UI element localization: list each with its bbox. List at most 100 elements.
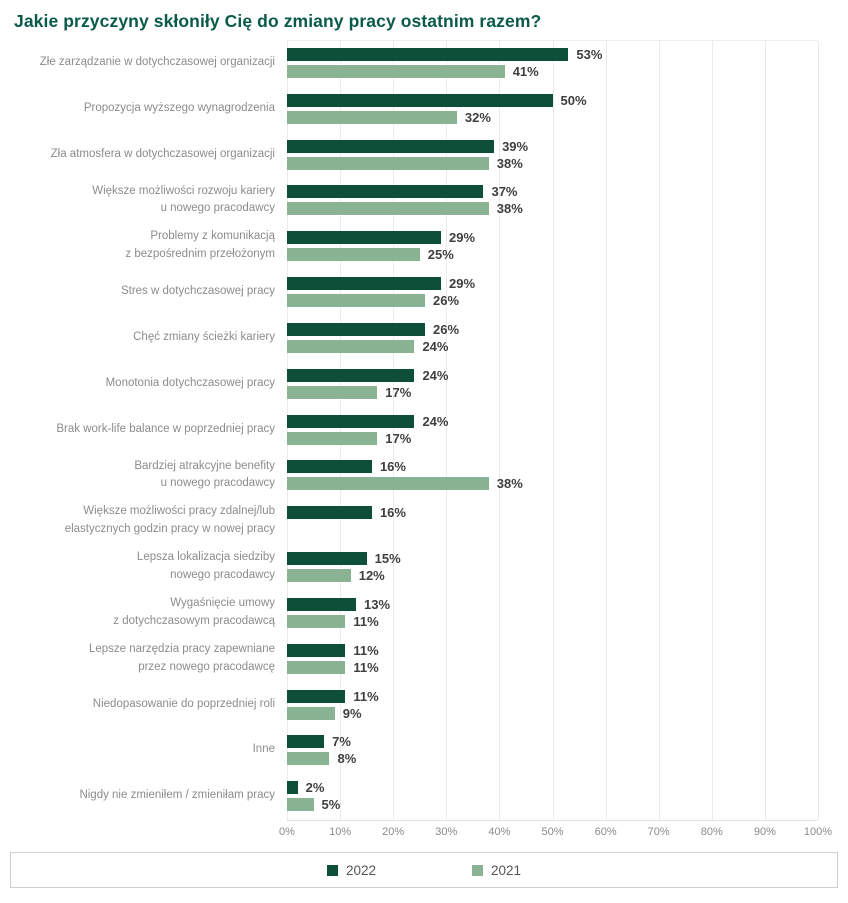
bar-2021 — [287, 294, 426, 308]
bar-2021 — [287, 339, 415, 353]
category-label: Chęć zmiany ścieżki kariery — [133, 330, 275, 343]
bar-line-2021: 25% — [287, 247, 818, 262]
chart-row: Większe możliwości rozwoju kariery u now… — [0, 177, 848, 223]
category-label: Propozycja wyższego wynagrodzenia — [83, 101, 275, 114]
value-label-2021: 5% — [321, 797, 341, 813]
x-tick-label: 70% — [647, 826, 670, 838]
bar-group: 15% 12% — [287, 551, 818, 584]
bar-line-2021: 11% — [287, 659, 818, 675]
gridline — [711, 41, 713, 820]
value-label-2022: 50% — [560, 92, 587, 108]
bar-line-2022: 11% — [287, 688, 818, 704]
chart-row: Lepsze narzędzia pracy zapewniane przez … — [0, 636, 848, 682]
value-label-2021: 38% — [496, 155, 523, 171]
category-label: Monotonia dotychczasowej pracy — [105, 376, 275, 389]
chart-row: Złe zarządzanie w dotychczasowej organiz… — [0, 40, 848, 86]
value-label-2021: 11% — [353, 613, 379, 629]
bar-2021 — [287, 385, 378, 399]
category-label: Bardziej atrakcyjne benefity u nowego pr… — [134, 459, 275, 490]
bar-line-2022: 2% — [287, 780, 818, 795]
bar-line-2022: 24% — [287, 368, 818, 383]
bar-line-2022: 24% — [287, 414, 818, 429]
value-label-2021: 11% — [353, 659, 379, 675]
bar-group: 29% 26% — [287, 276, 818, 308]
chart-rows: Złe zarządzanie w dotychczasowej organiz… — [0, 40, 848, 819]
value-label-2021: 38% — [496, 476, 523, 492]
chart-row: Większe możliwości pracy zdalnej/lub ela… — [0, 498, 848, 544]
category-label: Złe zarządzanie w dotychczasowej organiz… — [39, 56, 275, 68]
category-label: Problemy z komunikacją z bezpośrednim pr… — [125, 230, 275, 261]
chart-row: Inne 7% 8% — [0, 727, 848, 773]
value-label-2022: 16% — [379, 459, 406, 475]
category-label: Stres w dotychczasowej pracy — [120, 285, 275, 298]
chart-row: Problemy z komunikacją z bezpośrednim pr… — [0, 223, 848, 269]
bar-group: 24% 17% — [287, 368, 818, 400]
bar-group: 37% 38% — [287, 184, 818, 216]
category-label: Brak work-life balance w poprzedniej pra… — [56, 422, 275, 435]
bar-line-2022: 39% — [287, 139, 818, 154]
value-label-2022: 7% — [332, 734, 351, 750]
value-label-2021: 32% — [464, 109, 491, 125]
bar-line-2021: 26% — [287, 293, 818, 308]
bar-2021 — [287, 477, 489, 491]
gridline — [499, 41, 501, 820]
gridline — [818, 41, 819, 820]
chart-row: Niedopasowanie do poprzedniej roli 11% 9% — [0, 682, 848, 728]
bar-group: 29% 25% — [287, 230, 818, 262]
bar-line-2022: 15% — [287, 551, 818, 567]
bar-group: 11% 11% — [287, 643, 818, 675]
bar-line-2022: 7% — [287, 734, 818, 750]
legend-swatch-2022 — [326, 864, 338, 876]
bar-2021 — [287, 431, 378, 445]
bar-line-2021: 38% — [287, 155, 818, 171]
x-tick-label: 50% — [541, 826, 564, 838]
bar-2022 — [287, 689, 346, 703]
legend: 2022 2021 — [10, 852, 838, 888]
category-label: Inne — [252, 743, 275, 756]
x-tick-label: 30% — [435, 826, 458, 838]
bar-line-2021: 32% — [287, 109, 818, 125]
x-axis: 0% 10% 20% 30% 40% 50% 60% 70% 80% 90% 100% — [279, 819, 832, 843]
bar-2021 — [287, 64, 505, 78]
bar-2021 — [287, 248, 420, 262]
legend-swatch-2021 — [472, 864, 483, 876]
bar-2022 — [287, 506, 372, 520]
bar-2022 — [287, 460, 372, 474]
bar-2022 — [287, 735, 325, 749]
value-label-2022: 15% — [374, 551, 401, 567]
bar-line-2021: 38% — [287, 476, 818, 492]
gridline — [446, 41, 448, 820]
bar-line-2022: 37% — [287, 184, 818, 200]
value-label-2021: 9% — [342, 705, 362, 721]
gridline — [605, 41, 607, 820]
chart-title: Jakie przyczyny skłoniły Cię do zmiany p… — [14, 11, 542, 31]
x-tick-label: 80% — [700, 826, 723, 838]
chart-row: Nigdy nie zmieniłem / zmieniłam pracy 2% 5… — [0, 773, 848, 819]
x-tick-label: 10% — [329, 826, 352, 838]
bar-2022 — [287, 47, 569, 61]
bar-2021 — [287, 110, 457, 124]
bar-2022 — [287, 781, 298, 795]
legend-label-2022: 2022 — [345, 862, 376, 878]
bar-group: 50% 32% — [287, 92, 818, 125]
bar-group: 16% — [287, 505, 818, 536]
bar-line-2022: 29% — [287, 276, 818, 291]
value-label-2022: 37% — [491, 184, 518, 200]
bar-line-2021: 5% — [287, 797, 818, 813]
value-label-2021: 12% — [358, 568, 385, 584]
bar-2021 — [287, 706, 335, 720]
x-tick-label: 20% — [382, 826, 405, 838]
bar-line-2021: 12% — [287, 568, 818, 584]
legend-label-2021: 2021 — [491, 862, 522, 878]
chart-row: Monotonia dotychczasowej pracy 24% 17% — [0, 361, 848, 407]
bar-group: 16% 38% — [287, 459, 818, 492]
bar-line-2021: 41% — [287, 64, 818, 79]
value-label-2022: 11% — [353, 688, 379, 704]
chart-area: Złe zarządzanie w dotychczasowej organiz… — [0, 40, 848, 843]
category-label: Lepsze narzędzia pracy zapewniane przez … — [88, 642, 275, 673]
x-tick-label: 90% — [753, 826, 776, 838]
category-label: Większe możliwości rozwoju kariery u now… — [92, 184, 275, 215]
x-tick-label: 100% — [803, 826, 833, 838]
bar-line-2022: 53% — [287, 47, 818, 62]
chart-row: Zła atmosfera w dotychczasowej organizac… — [0, 132, 848, 178]
